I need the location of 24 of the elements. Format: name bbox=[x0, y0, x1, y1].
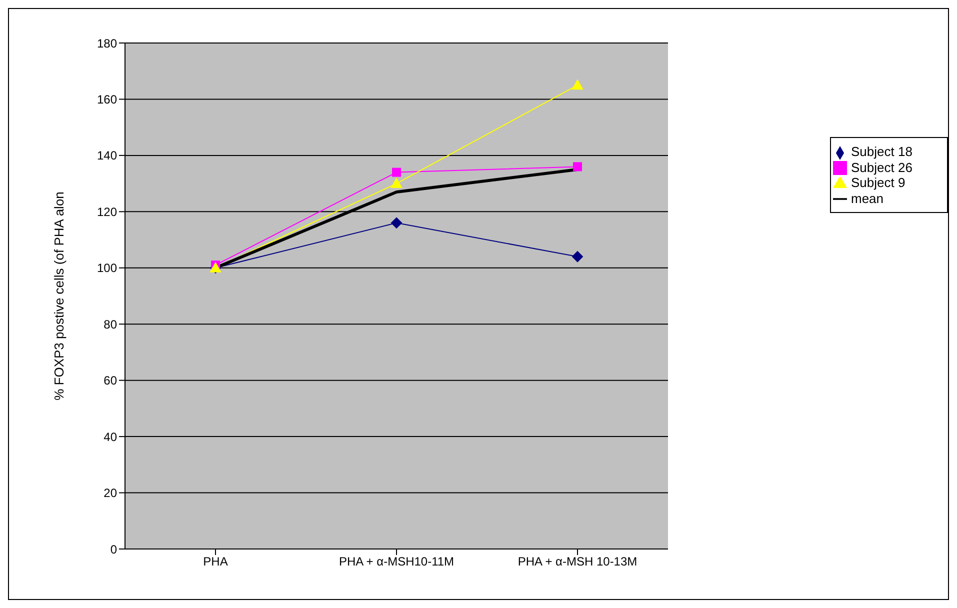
y-tick-label: 120 bbox=[96, 204, 118, 219]
point bbox=[391, 217, 402, 228]
y-tick-label: 180 bbox=[96, 36, 118, 50]
y-tick-label: 80 bbox=[104, 317, 118, 332]
point bbox=[392, 168, 401, 177]
point bbox=[572, 80, 583, 90]
x-tick-label: PHA + α-MSH 10-13M bbox=[518, 554, 638, 569]
y-tick-label: 0 bbox=[110, 542, 118, 556]
legend-label: Subject 9 bbox=[851, 175, 906, 190]
x-tick-label: PHA + α-MSH10-11M bbox=[338, 554, 454, 569]
y-tick-label: 40 bbox=[104, 430, 118, 444]
point bbox=[391, 178, 402, 188]
point bbox=[572, 251, 583, 262]
y-axis-title: % FOXP3 postive cells (of PHA alon bbox=[52, 192, 67, 400]
legend-label: Subject 26 bbox=[851, 160, 912, 175]
point bbox=[573, 162, 582, 172]
y-tick-label: 160 bbox=[96, 92, 118, 106]
legend-label: Subject 18 bbox=[851, 144, 912, 159]
y-tick-label: 20 bbox=[104, 486, 118, 500]
legend-label: mean bbox=[851, 190, 884, 206]
x-tick-label: PHA bbox=[203, 554, 228, 569]
y-tick-label: 100 bbox=[96, 261, 118, 276]
y-tick-label: 140 bbox=[96, 148, 118, 163]
y-tick-label: 60 bbox=[104, 374, 118, 388]
